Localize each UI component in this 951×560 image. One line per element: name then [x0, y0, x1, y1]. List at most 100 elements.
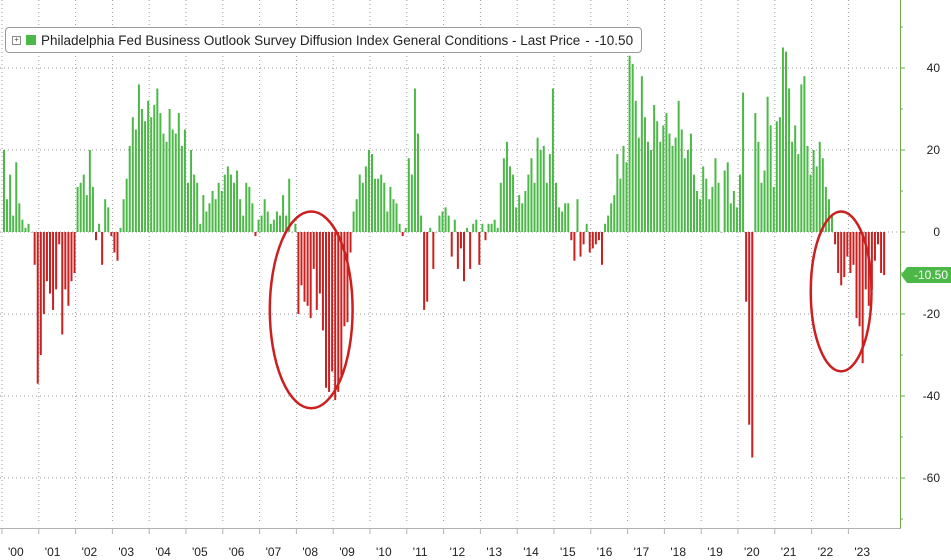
annotation-ellipse [809, 210, 873, 373]
x-tick-label: '06 [229, 545, 245, 559]
data-bar [107, 207, 110, 232]
data-bar [340, 232, 343, 376]
data-bar [469, 232, 472, 269]
data-bar [711, 186, 714, 232]
data-bar [269, 223, 272, 232]
data-bar [671, 145, 674, 232]
data-bar [493, 219, 496, 232]
bar-layer [3, 47, 886, 458]
data-bar [36, 232, 39, 384]
data-bar [364, 166, 367, 232]
data-bar [187, 182, 189, 232]
data-bar [239, 199, 242, 232]
data-bar [134, 129, 137, 232]
data-bar [245, 182, 248, 232]
data-bar [775, 121, 778, 232]
legend-toggle-icon[interactable]: + [12, 35, 21, 45]
data-bar [3, 150, 5, 232]
data-bar [631, 63, 634, 233]
x-tick-label: '02 [82, 545, 98, 559]
data-bar [315, 232, 318, 310]
data-bar [85, 195, 88, 232]
data-bar [309, 232, 312, 319]
data-bar [343, 232, 346, 327]
data-bar [650, 150, 653, 232]
data-bar [251, 203, 254, 232]
y-tick-label: 40 [927, 61, 941, 75]
data-bar [392, 199, 395, 232]
data-bar [137, 84, 140, 233]
data-bar [732, 191, 735, 232]
data-bar [696, 191, 699, 232]
legend[interactable]: + Philadelphia Fed Business Outlook Surv… [5, 27, 643, 53]
data-bar [699, 199, 702, 232]
data-bar [374, 178, 377, 232]
data-bar [714, 158, 717, 232]
data-bar [297, 232, 300, 314]
data-bar [873, 232, 876, 261]
data-bar [223, 174, 226, 232]
data-bar [380, 174, 383, 232]
data-bar [634, 100, 637, 232]
annotation-layer [268, 210, 873, 410]
data-bar [496, 227, 499, 232]
data-bar [337, 232, 340, 392]
data-bar [647, 141, 649, 232]
data-bar [570, 232, 573, 241]
x-tick-label: '22 [818, 545, 834, 559]
x-tick-label: '18 [670, 545, 686, 559]
data-bar [564, 203, 567, 232]
data-bar [58, 232, 61, 245]
data-bar [827, 199, 830, 232]
data-bar [110, 232, 113, 237]
data-bar [542, 145, 545, 232]
data-bar [275, 211, 278, 232]
data-bar [116, 232, 119, 261]
data-bar [321, 232, 324, 331]
data-bar [729, 203, 732, 232]
data-bar [527, 174, 530, 232]
data-bar [800, 84, 803, 233]
x-tick-label: '09 [339, 545, 355, 559]
data-bar [196, 182, 199, 232]
data-bar [371, 154, 373, 232]
data-bar [220, 191, 223, 232]
data-bar [705, 178, 708, 232]
data-bar [193, 174, 196, 232]
data-bar [404, 227, 407, 232]
data-bar [79, 182, 82, 232]
data-bar [831, 215, 833, 232]
data-bar [751, 232, 754, 458]
data-bar [861, 232, 864, 364]
data-bar [588, 232, 591, 253]
x-tick-label: '17 [634, 545, 650, 559]
x-tick-label: '15 [560, 545, 576, 559]
data-bar [95, 232, 97, 241]
data-bar [855, 232, 858, 319]
data-bar [101, 232, 104, 265]
data-bar [754, 113, 757, 232]
data-bar [521, 203, 524, 232]
data-bar [98, 223, 101, 232]
x-tick-label: '13 [486, 545, 502, 559]
data-bar [683, 158, 686, 232]
y-tick-label: -40 [923, 389, 941, 403]
data-bar [576, 199, 579, 232]
data-bar [156, 88, 159, 232]
data-bar [9, 174, 12, 232]
data-bar [306, 232, 309, 306]
data-bar [417, 133, 419, 232]
data-bar [174, 133, 177, 232]
data-bar [558, 207, 561, 232]
data-bar [190, 150, 193, 232]
x-tick-label: '05 [192, 545, 208, 559]
data-bar [254, 232, 257, 237]
data-bar [834, 232, 837, 245]
data-bar [677, 100, 680, 232]
x-tick-label: '23 [854, 545, 870, 559]
data-bar [24, 227, 27, 232]
data-bar [597, 232, 600, 241]
data-bar [693, 174, 695, 232]
